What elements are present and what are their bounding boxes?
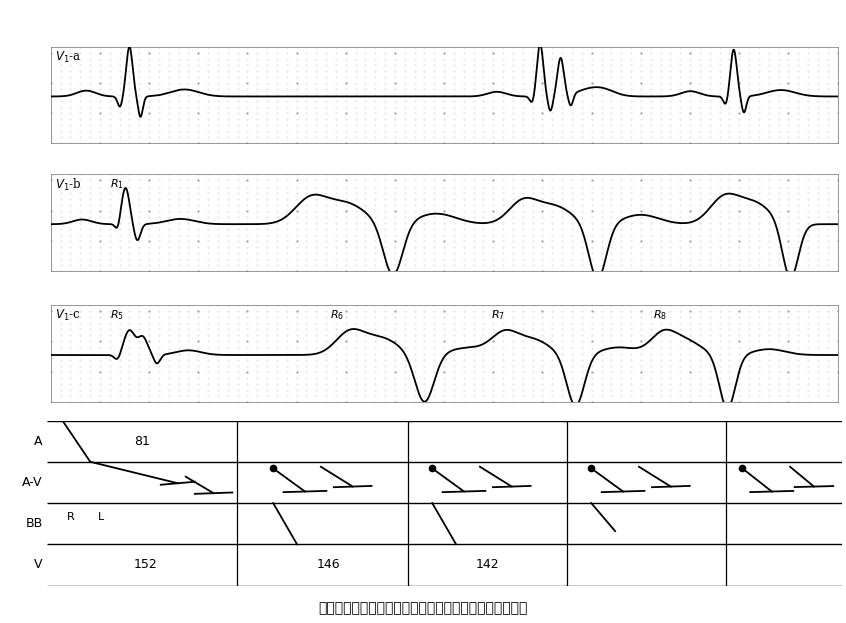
Text: $R_7$: $R_7$ (492, 308, 505, 322)
Text: L: L (97, 512, 104, 522)
Text: 双束支阻滞、房室交接性逸搏心律合并左束支内文氏现象: 双束支阻滞、房室交接性逸搏心律合并左束支内文氏现象 (318, 602, 528, 616)
Text: 142: 142 (476, 558, 500, 571)
Text: $R_6$: $R_6$ (330, 308, 344, 322)
Text: $R_8$: $R_8$ (653, 308, 667, 322)
Text: $V_1$-b: $V_1$-b (55, 178, 81, 193)
Text: BB: BB (25, 517, 42, 530)
Text: $V_1$-a: $V_1$-a (55, 50, 81, 65)
Text: $R_1$: $R_1$ (110, 178, 124, 191)
Text: $V_1$-c: $V_1$-c (55, 308, 80, 323)
Text: R: R (67, 512, 74, 522)
Text: $R_5$: $R_5$ (110, 308, 124, 322)
Text: V: V (34, 558, 42, 571)
Text: A: A (34, 435, 42, 448)
Text: 81: 81 (134, 435, 150, 448)
Text: 146: 146 (317, 558, 341, 571)
Text: A-V: A-V (22, 476, 42, 489)
Text: 152: 152 (134, 558, 158, 571)
